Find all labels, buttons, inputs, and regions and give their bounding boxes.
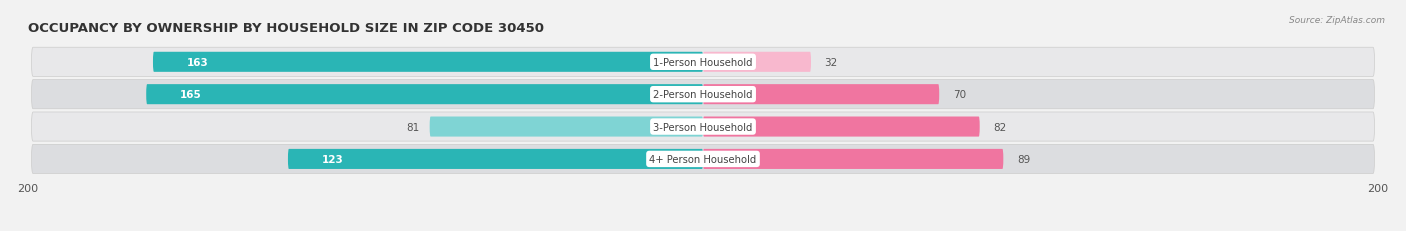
Text: 2-Person Household: 2-Person Household bbox=[654, 90, 752, 100]
FancyBboxPatch shape bbox=[31, 80, 1375, 109]
Text: 4+ Person Household: 4+ Person Household bbox=[650, 154, 756, 164]
FancyBboxPatch shape bbox=[146, 85, 703, 105]
Text: 1-Person Household: 1-Person Household bbox=[654, 58, 752, 67]
Text: 70: 70 bbox=[953, 90, 966, 100]
Text: 163: 163 bbox=[187, 58, 208, 67]
Text: OCCUPANCY BY OWNERSHIP BY HOUSEHOLD SIZE IN ZIP CODE 30450: OCCUPANCY BY OWNERSHIP BY HOUSEHOLD SIZE… bbox=[28, 22, 544, 35]
FancyBboxPatch shape bbox=[430, 117, 703, 137]
Text: 165: 165 bbox=[180, 90, 201, 100]
Text: 123: 123 bbox=[322, 154, 343, 164]
FancyBboxPatch shape bbox=[703, 52, 811, 73]
Text: 3-Person Household: 3-Person Household bbox=[654, 122, 752, 132]
Text: 32: 32 bbox=[824, 58, 838, 67]
FancyBboxPatch shape bbox=[31, 145, 1375, 174]
FancyBboxPatch shape bbox=[703, 117, 980, 137]
Text: Source: ZipAtlas.com: Source: ZipAtlas.com bbox=[1289, 16, 1385, 25]
FancyBboxPatch shape bbox=[31, 112, 1375, 142]
FancyBboxPatch shape bbox=[288, 149, 703, 169]
Text: 89: 89 bbox=[1017, 154, 1031, 164]
FancyBboxPatch shape bbox=[703, 149, 1004, 169]
Text: 82: 82 bbox=[993, 122, 1007, 132]
FancyBboxPatch shape bbox=[31, 48, 1375, 77]
Text: 81: 81 bbox=[406, 122, 419, 132]
FancyBboxPatch shape bbox=[153, 52, 703, 73]
FancyBboxPatch shape bbox=[703, 85, 939, 105]
